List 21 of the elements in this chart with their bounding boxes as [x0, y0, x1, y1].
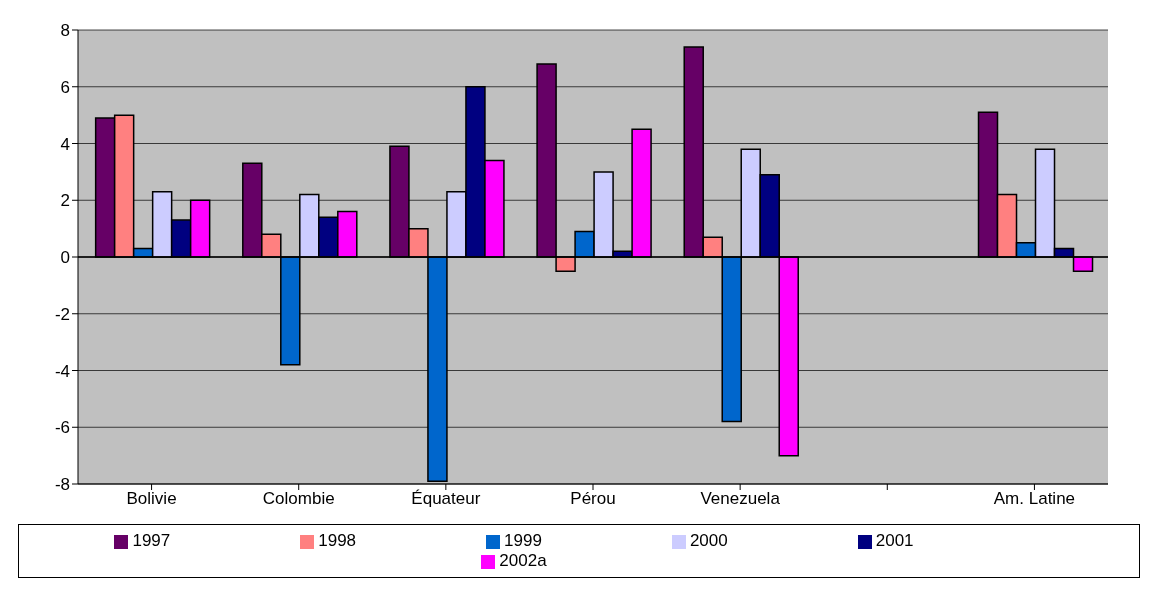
y-tick-label: -6 — [54, 418, 70, 438]
x-tick-label: Bolivie — [126, 489, 177, 509]
x-tick-label: Colombie — [262, 489, 335, 509]
y-tick-label: -4 — [54, 361, 70, 381]
legend-label: 1997 — [132, 531, 171, 550]
y-tick-label: 4 — [60, 134, 70, 154]
y-tick-label: 2 — [60, 191, 70, 211]
legend-label: 2002a — [499, 551, 547, 570]
y-tick-label: 0 — [60, 248, 70, 268]
x-tick-label: Équateur — [411, 489, 481, 509]
y-tick-label: -8 — [54, 475, 70, 495]
legend-label: 2001 — [875, 531, 914, 550]
legend-label: 1999 — [504, 531, 542, 550]
x-tick-label: Pérou — [570, 489, 616, 509]
y-tick-label: -2 — [54, 304, 70, 324]
legend-label: 2000 — [689, 531, 728, 550]
y-tick-label: 6 — [60, 77, 70, 97]
legend-label: 1998 — [318, 531, 357, 550]
y-tick-label: 8 — [60, 21, 70, 41]
x-tick-label: Am. Latine — [993, 489, 1076, 509]
x-tick-label: Venezuela — [700, 489, 781, 509]
